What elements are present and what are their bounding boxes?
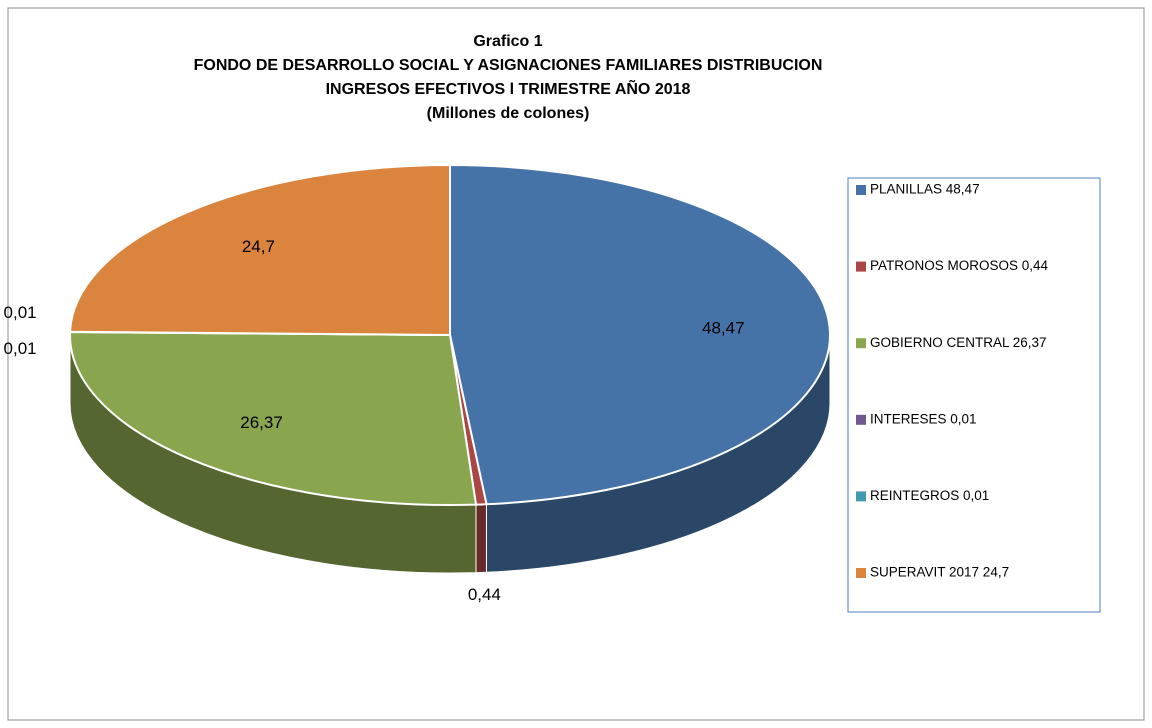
legend-label: GOBIERNO CENTRAL 26,37 <box>870 335 1047 350</box>
data-label: 26,37 <box>240 413 283 432</box>
legend-swatch <box>856 261 866 272</box>
slice-side <box>475 503 487 574</box>
chart-title: INGRESOS EFECTIVOS l TRIMESTRE AÑO 2018 <box>326 78 691 98</box>
legend-label: REINTEGROS 0,01 <box>870 488 989 503</box>
slice <box>449 163 831 506</box>
legend-swatch <box>856 338 866 349</box>
legend-swatch <box>856 414 866 425</box>
slice <box>69 331 478 506</box>
slice <box>69 163 451 337</box>
data-label: 0,01 <box>4 303 37 322</box>
chart-title: Grafico 1 <box>473 33 542 50</box>
legend-label: PLANILLAS 48,47 <box>870 182 980 197</box>
legend-label: PATRONOS MOROSOS 0,44 <box>870 258 1049 273</box>
data-label: 0,44 <box>468 585 501 604</box>
data-label: 0,01 <box>4 339 37 358</box>
data-label: 48,47 <box>702 319 745 338</box>
legend-label: SUPERAVIT 2017 24,7 <box>870 565 1009 580</box>
chart-title: (Millones de colones) <box>427 105 590 122</box>
legend-label: INTERESES 0,01 <box>870 411 977 426</box>
legend-box <box>847 177 1101 613</box>
data-label: 24,7 <box>242 237 275 256</box>
chart-title: FONDO DE DESARROLLO SOCIAL Y ASIGNACIONE… <box>194 57 823 74</box>
legend-swatch <box>856 491 866 502</box>
legend-swatch <box>856 185 866 195</box>
legend-swatch <box>856 568 866 578</box>
